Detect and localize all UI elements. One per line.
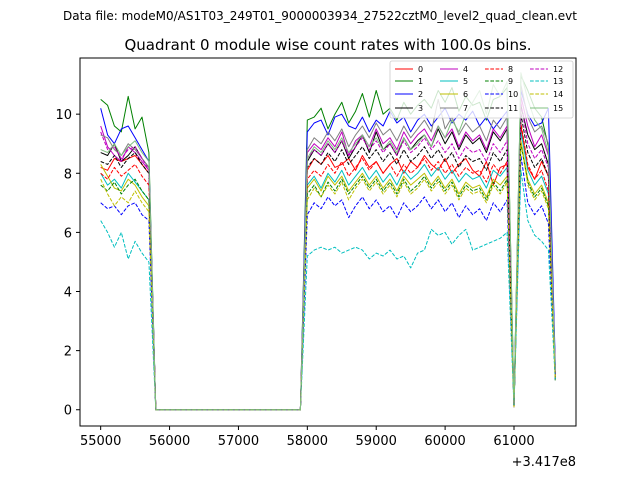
y-tick-label: 2: [64, 345, 72, 360]
x-tick-label: 58000: [287, 434, 328, 449]
legend-label-0: 0: [418, 65, 423, 74]
x-tick-label: 59000: [356, 434, 397, 449]
legend-label-2: 2: [418, 90, 423, 99]
legend-label-5: 5: [463, 77, 468, 86]
series-line-12: [100, 101, 556, 411]
legend-label-4: 4: [463, 65, 468, 74]
legend-label-8: 8: [508, 65, 513, 74]
legend-label-1: 1: [418, 77, 423, 86]
legend-label-3: 3: [418, 104, 423, 113]
x-axis: 55000 56000 57000 58000 59000 60000 61000: [80, 426, 535, 449]
chart-title: Quadrant 0 module wise count rates with …: [124, 36, 531, 54]
x-offset-label: +3.417e8: [512, 455, 576, 470]
legend-label-10: 10: [508, 90, 518, 99]
y-axis: 0 2 4 6 8 10: [55, 108, 80, 419]
series-line-9: [100, 143, 556, 411]
y-tick-label: 4: [64, 286, 72, 301]
legend-label-6: 6: [463, 90, 468, 99]
x-tick-label: 56000: [149, 434, 190, 449]
x-tick-label: 57000: [218, 434, 259, 449]
series-line-8: [100, 122, 556, 411]
y-tick-label: 10: [55, 108, 72, 123]
series-line-14: [100, 140, 556, 411]
series-line-10: [100, 155, 556, 411]
x-tick-label: 60000: [424, 434, 465, 449]
plot-area: [80, 58, 576, 426]
legend-label-14: 14: [553, 90, 563, 99]
legend-label-9: 9: [508, 77, 513, 86]
y-tick-label: 0: [64, 404, 72, 419]
legend-label-7: 7: [463, 104, 468, 113]
axes-frame: [79, 57, 577, 427]
legend-label-13: 13: [553, 77, 563, 86]
datafile-label: Data file: modeM0/AS1T03_249T01_90000039…: [63, 9, 577, 23]
y-tick-label: 8: [64, 167, 72, 182]
legend-label-15: 15: [553, 104, 563, 113]
x-tick-label: 55000: [80, 434, 121, 449]
series-line-11: [100, 113, 556, 411]
legend-label-12: 12: [553, 65, 563, 74]
series-layer: [100, 72, 556, 411]
legend-label-11: 11: [508, 104, 518, 113]
legend-frame: [389, 60, 574, 119]
y-tick-label: 6: [64, 226, 72, 241]
x-tick-label: 61000: [493, 434, 534, 449]
